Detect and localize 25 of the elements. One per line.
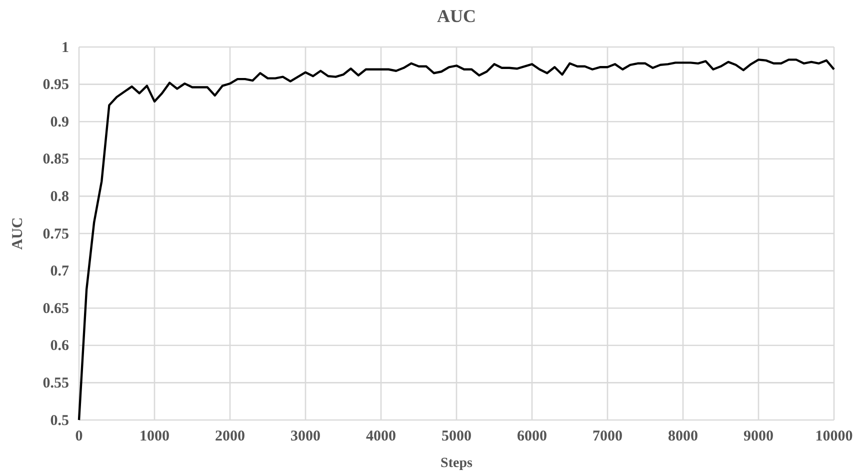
y-axis-title: AUC — [10, 217, 26, 250]
y-tick-label: 0.5 — [50, 412, 69, 429]
y-tick-label: 0.85 — [42, 152, 69, 168]
x-tick-label: 5000 — [442, 428, 472, 445]
y-tick-label: 0.75 — [42, 226, 69, 242]
y-tick-label: 0.6 — [50, 338, 70, 354]
x-tick-label: 3000 — [290, 428, 320, 445]
x-tick-label: 7000 — [592, 428, 622, 445]
x-tick-label: 8000 — [668, 428, 698, 445]
x-tick-label: 6000 — [517, 428, 547, 445]
y-tick-label: 0.55 — [42, 376, 69, 392]
x-tick-label: 1000 — [140, 428, 170, 445]
y-tick-label: 0.8 — [50, 189, 69, 205]
y-tick-label: 0.95 — [42, 77, 69, 94]
y-tick-label: 0.9 — [50, 114, 69, 130]
x-tick-label: 10000 — [815, 428, 853, 445]
y-tick-label: 0.65 — [42, 300, 69, 317]
x-tick-label: 2000 — [215, 428, 245, 445]
y-tick-label: 0.7 — [50, 264, 70, 280]
y-tick-label: 1 — [62, 40, 69, 56]
x-tick-label: 9000 — [744, 428, 774, 445]
x-axis-title: Steps — [440, 456, 473, 471]
chart-title: AUC — [437, 6, 476, 26]
x-tick-label: 4000 — [366, 428, 396, 445]
x-tick-label: 0 — [75, 428, 83, 445]
